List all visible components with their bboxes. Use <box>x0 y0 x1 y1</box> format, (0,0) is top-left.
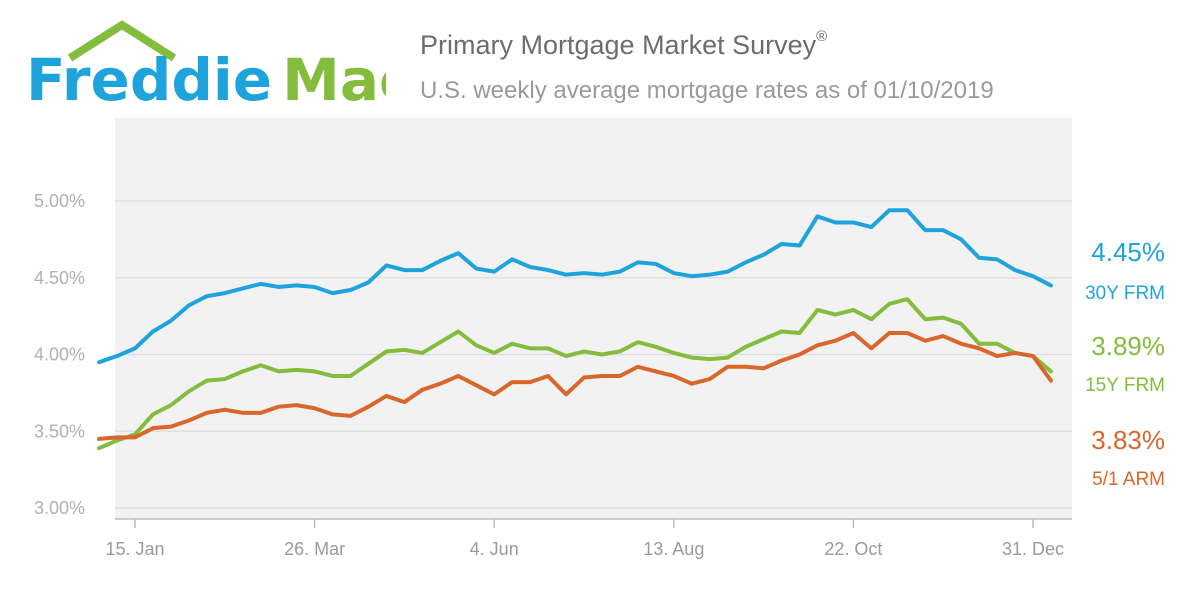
house-roof-icon <box>67 20 177 62</box>
plot-area <box>115 118 1072 519</box>
x-tick-label: 22. Oct <box>824 539 882 559</box>
y-tick-label: 4.50% <box>34 268 85 288</box>
logo-text-freddie: Freddie <box>26 46 272 108</box>
chart-title: Primary Mortgage Market Survey® <box>420 28 828 61</box>
y-axis: 3.00% 3.50% 4.00% 4.50% 5.00% <box>34 191 85 518</box>
x-tick-label: 4. Jun <box>470 539 519 559</box>
x-axis: 15. Jan 26. Mar 4. Jun 13. Aug 22. Oct 31. De… <box>105 518 1072 559</box>
freddie-mac-logo: FreddieMac <box>26 20 386 108</box>
y-tick-label: 5.00% <box>34 191 85 211</box>
x-tick-label: 26. Mar <box>284 539 345 559</box>
series-name-label: 5/1 ARM <box>1092 469 1165 490</box>
chart-subtitle: U.S. weekly average mortgage rates as of… <box>420 77 994 104</box>
x-tick-label: 31. Dec <box>1002 539 1064 559</box>
x-tick-label: 15. Jan <box>105 539 164 559</box>
series-end-value: 4.45% <box>1091 237 1165 267</box>
chart-title-text: Primary Mortgage Market Survey <box>420 30 817 60</box>
series-name-label: 30Y FRM <box>1085 283 1165 304</box>
end-labels: 4.45% 30Y FRM 3.89% 15Y FRM 3.83% 5/1 ARM <box>1085 237 1165 490</box>
series-line-30y-frm <box>97 208 1053 365</box>
series-lines <box>97 208 1053 451</box>
y-tick-label: 4.00% <box>34 345 85 365</box>
series-line-5-1-arm <box>97 331 1053 441</box>
series-name-label: 15Y FRM <box>1085 375 1165 396</box>
series-end-value: 3.89% <box>1091 331 1165 361</box>
series-line-15y-frm <box>97 297 1053 451</box>
series-end-value: 3.83% <box>1091 425 1165 455</box>
y-tick-label: 3.00% <box>34 498 85 518</box>
svg-text:FreddieMac: FreddieMac <box>26 46 386 108</box>
y-tick-label: 3.50% <box>34 421 85 441</box>
x-tick-label: 13. Aug <box>643 539 704 559</box>
logo-text-mac: Mac <box>282 46 386 108</box>
registered-mark: ® <box>816 28 828 45</box>
